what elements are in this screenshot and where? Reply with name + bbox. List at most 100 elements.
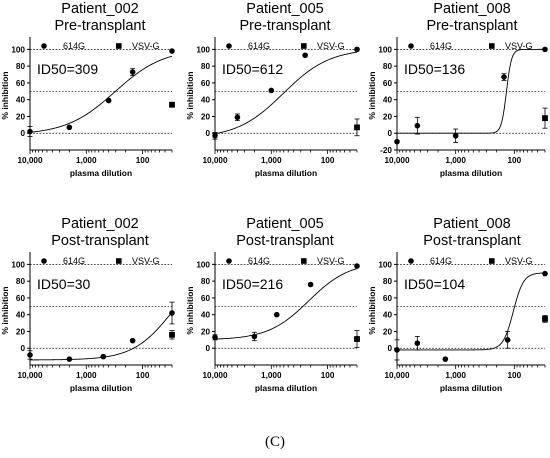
data-point-614G (251, 333, 258, 340)
chart-title: Patient_008 (433, 216, 510, 232)
y-tick-label: 20 (16, 327, 26, 336)
x-axis-label: plasma dilution (255, 168, 317, 178)
y-tick-label: 80 (16, 277, 26, 286)
y-tick-label: 100 (196, 45, 210, 54)
legend-label-VSV-G: VSV-G (505, 256, 533, 266)
x-tick-label: 100 (136, 156, 150, 165)
y-tick-label: -20 (380, 146, 392, 155)
x-axis-label: plasma dilution (70, 383, 132, 393)
y-tick-label: 20 (16, 112, 26, 121)
legend-label-614G: 614G (430, 41, 452, 51)
data-point-614G (129, 69, 136, 75)
x-tick-label: 1,000 (76, 156, 97, 165)
y-tick-label: 100 (378, 260, 392, 269)
data-point-614G (542, 46, 548, 53)
chart-title: Patient_008 (433, 1, 510, 17)
y-tick-label: 40 (16, 96, 26, 105)
data-point-614G (394, 347, 400, 353)
x-axis-label: plasma dilution (440, 383, 502, 393)
data-point-614G (27, 352, 33, 358)
data-point-614G (169, 48, 175, 54)
data-point-614G (66, 124, 73, 131)
data-point-614G (442, 356, 449, 362)
y-tick-label: 40 (201, 311, 211, 320)
data-point-614G (501, 74, 507, 80)
chart-title: Patient_002 (61, 1, 138, 17)
y-tick-label: 20 (201, 112, 211, 121)
data-point-614G (452, 132, 459, 139)
data-point-614G (129, 337, 136, 344)
data-point-614G (100, 353, 107, 360)
x-tick-label: 100 (507, 371, 521, 380)
data-point-614G (27, 128, 33, 135)
id50-annotation: ID50=30 (37, 276, 91, 292)
legend-label-614G: 614G (248, 41, 270, 51)
x-tick-label: 100 (136, 371, 150, 380)
legend-marker-circle (408, 43, 414, 49)
data-point-614G (504, 337, 511, 343)
y-tick-label: 0 (205, 129, 210, 138)
data-point-614G (105, 97, 112, 104)
y-tick-label: 0 (205, 344, 210, 353)
x-tick-label: 1,000 (76, 371, 97, 380)
data-point-614G (212, 132, 218, 139)
y-tick-label: 80 (201, 62, 211, 71)
data-point-614G (268, 87, 275, 94)
x-tick-label: 10,000 (384, 156, 409, 165)
figure-svg: Patient_002 Pre-transplant 0 20 40 60 80 100 10,… (0, 1, 548, 393)
id50-annotation: ID50=216 (222, 276, 283, 292)
y-tick-label: 80 (383, 277, 393, 286)
legend-label-VSV-G: VSV-G (317, 256, 345, 266)
fit-curve (397, 272, 546, 351)
legend-marker-circle (408, 258, 414, 264)
x-tick-label: 100 (321, 156, 335, 165)
data-point-VSV-G (542, 115, 548, 122)
data-point-VSV-G (354, 124, 360, 131)
legend-marker-square (489, 43, 495, 49)
fit-curve (214, 268, 358, 340)
data-point-614G (414, 122, 421, 129)
y-tick-label: 60 (383, 79, 393, 88)
chart-subtitle: Pre-transplant (239, 18, 330, 34)
data-point-614G (234, 114, 241, 121)
legend-label-614G: 614G (248, 256, 270, 266)
legend-label-VSV-G: VSV-G (505, 41, 533, 51)
y-tick-label: 20 (383, 327, 393, 336)
x-axis-label: plasma dilution (440, 168, 502, 178)
data-point-VSV-G (354, 336, 360, 342)
data-point-614G (394, 138, 400, 145)
data-point-614G (414, 340, 421, 346)
x-tick-label: 1,000 (261, 156, 282, 165)
id50-annotation: ID50=136 (404, 61, 465, 77)
y-tick-label: 40 (383, 96, 393, 105)
y-axis-label: % inhibition (367, 71, 377, 119)
x-tick-label: 1,000 (445, 371, 466, 380)
y-tick-label: 100 (11, 260, 25, 269)
y-tick-label: 20 (383, 112, 393, 121)
data-point-614G (212, 334, 218, 341)
data-point-614G (354, 46, 360, 53)
y-tick-label: 40 (383, 311, 393, 320)
legend-marker-square (116, 43, 122, 49)
figure-caption: (C) (265, 434, 285, 450)
chart-subtitle: Post-transplant (236, 233, 334, 249)
x-tick-label: 10,000 (17, 371, 42, 380)
data-point-614G (302, 52, 308, 59)
data-point-VSV-G (169, 331, 175, 338)
x-axis-label: plasma dilution (70, 168, 132, 178)
y-tick-label: 60 (16, 79, 26, 88)
data-point-614G (169, 310, 175, 316)
y-tick-label: 20 (201, 327, 211, 336)
legend-label-614G: 614G (430, 256, 452, 266)
legend-label-VSV-G: VSV-G (132, 41, 160, 51)
y-tick-label: 0 (20, 129, 25, 138)
y-tick-label: 100 (378, 45, 392, 54)
legend-marker-circle (226, 43, 232, 49)
legend-label-VSV-G: VSV-G (132, 256, 160, 266)
